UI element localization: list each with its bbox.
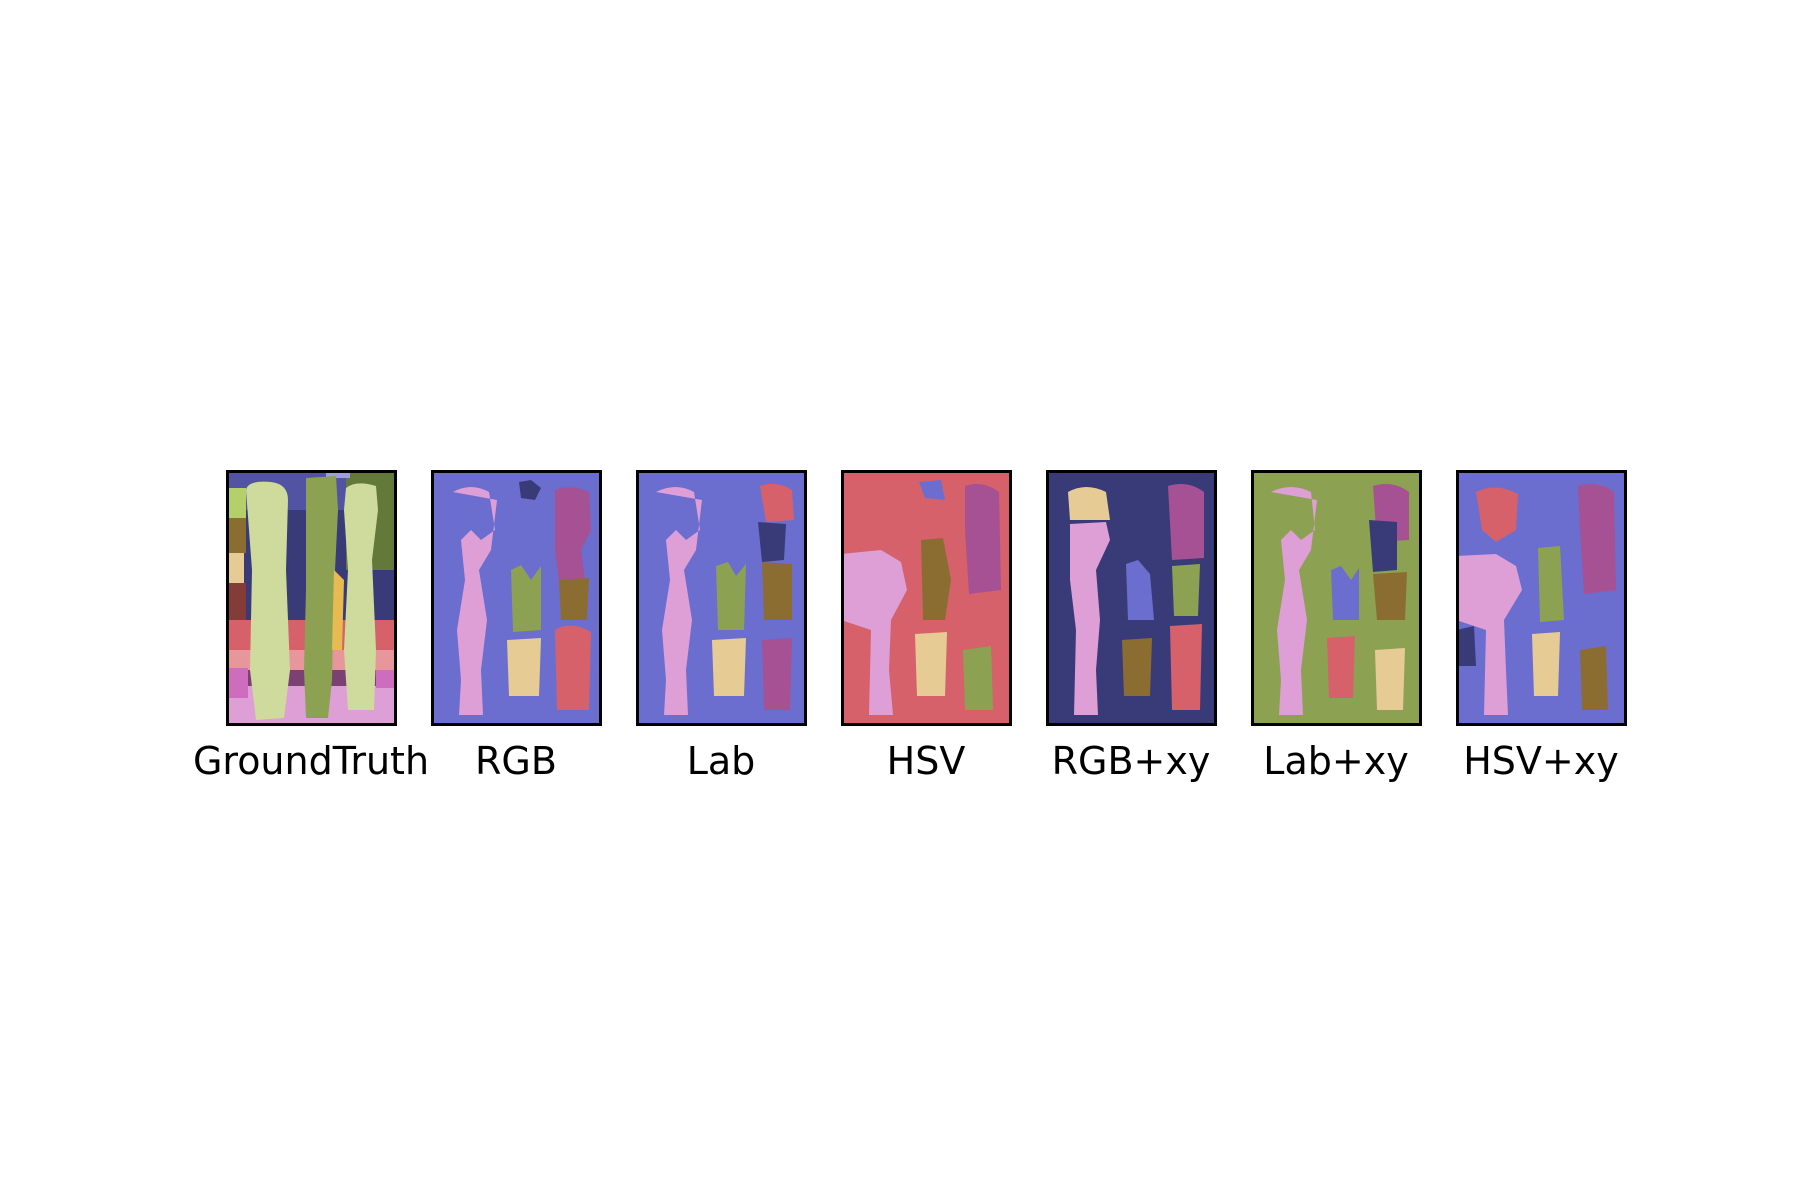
panel-groundtruth <box>226 470 397 726</box>
panel-lab <box>636 470 807 726</box>
caption-rgb: RGB <box>475 739 557 783</box>
caption-hsv-xy: HSV+xy <box>1463 739 1619 783</box>
segmentation-image-lab-xy <box>1251 470 1422 726</box>
segmentation-image-lab <box>636 470 807 726</box>
panel-rgb <box>431 470 602 726</box>
panel-rgb-xy <box>1046 470 1217 726</box>
caption-rgb-xy: RGB+xy <box>1051 739 1211 783</box>
segmentation-image-hsv-xy <box>1456 470 1627 726</box>
caption-lab-xy: Lab+xy <box>1263 739 1409 783</box>
segmentation-image-rgb-xy <box>1046 470 1217 726</box>
segmentation-image-rgb <box>431 470 602 726</box>
panel-hsv <box>841 470 1012 726</box>
segmentation-image-hsv <box>841 470 1012 726</box>
caption-lab: Lab <box>686 739 756 783</box>
panel-lab-xy <box>1251 470 1422 726</box>
panel-hsv-xy <box>1456 470 1627 726</box>
caption-hsv: HSV <box>886 739 966 783</box>
segmentation-image-groundtruth <box>226 470 397 726</box>
caption-groundtruth: GroundTruth <box>192 739 430 783</box>
